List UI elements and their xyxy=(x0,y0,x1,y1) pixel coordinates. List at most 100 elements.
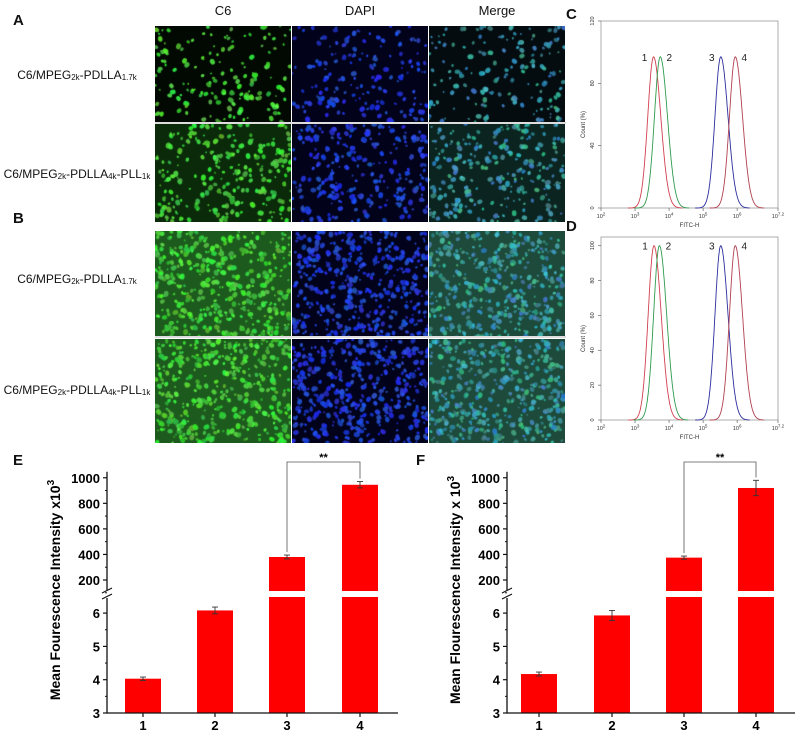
bar-3 xyxy=(666,557,702,713)
bar-4 xyxy=(342,484,378,713)
micrograph-dapi-row3 xyxy=(292,231,428,337)
x-tick-label: 3 xyxy=(283,718,290,733)
bar-4 xyxy=(738,487,774,713)
bar-1 xyxy=(521,674,557,713)
y-tick-label: 6 xyxy=(493,606,500,621)
y-tick-label: 100 xyxy=(590,241,596,250)
y-axis-label: Count (%) xyxy=(581,111,587,138)
bar-2 xyxy=(197,610,233,713)
y-tick-label: 5 xyxy=(493,639,500,654)
histogram-curve-3 xyxy=(695,245,750,421)
y-tick-label: 80 xyxy=(590,80,596,86)
error-bar-2 xyxy=(212,606,218,615)
plot-frame xyxy=(600,20,779,209)
x-tick-label: 103 xyxy=(631,212,640,221)
significance-label: ** xyxy=(319,452,328,464)
y-tick-label: 0 xyxy=(590,418,596,421)
error-bar-1 xyxy=(536,671,542,677)
x-tick-label: 102 xyxy=(597,424,606,433)
histogram-C: 102 103 104 105 106 107.2 0 40 80 120 FITC-H Count … xyxy=(581,16,785,229)
bar-chart-F: 1 2 3 4 3 4 5 6 200 400 600 800 1000 Mean Flourescenc… xyxy=(446,452,796,733)
bar-chart-E: 1 2 3 4 3 4 5 6 200 400 600 800 1000 Mean Fourescence… xyxy=(46,452,399,733)
y-tick-label: 400 xyxy=(478,547,500,562)
y-axis-label: Mean Flourescence Intensity x 103 xyxy=(446,476,463,705)
x-tick-label: 106 xyxy=(733,424,742,433)
micrograph-merge-row2 xyxy=(429,124,565,222)
panel-letter-a: A xyxy=(13,12,24,29)
micrograph-merge-row3 xyxy=(429,231,565,337)
histogram-curve-4 xyxy=(709,245,765,421)
panel-letter-d: D xyxy=(566,218,577,235)
error-bar-3 xyxy=(681,555,687,560)
panel-letter-e: E xyxy=(13,452,24,469)
histogram-curve-1 xyxy=(628,245,683,421)
micrograph-merge-row4 xyxy=(429,339,565,443)
curve-label-3: 3 xyxy=(709,242,715,253)
y-tick-label: 800 xyxy=(78,496,100,511)
y-tick-label: 5 xyxy=(93,639,100,654)
significance-bracket xyxy=(683,461,757,554)
histogram-curve-2 xyxy=(634,56,690,209)
plot-frame xyxy=(600,236,779,421)
curve-label-2: 2 xyxy=(666,242,672,253)
y-tick-label: 0 xyxy=(590,206,596,209)
curve-label-1: 1 xyxy=(642,53,648,64)
curve-label-1: 1 xyxy=(642,242,648,253)
axis-break-gap xyxy=(508,591,796,597)
curve-label-2: 2 xyxy=(666,53,672,64)
micrograph-dapi-row4 xyxy=(292,339,428,443)
histogram-curve-2 xyxy=(633,245,689,421)
micrograph-c6-row4 xyxy=(155,339,291,443)
y-tick-label: 1000 xyxy=(71,471,100,486)
bar-3 xyxy=(269,556,305,713)
y-axis-label: Count (%) xyxy=(581,325,587,352)
panel-letter-f: F xyxy=(416,452,426,469)
y-tick-label: 4 xyxy=(93,673,101,688)
x-tick-label: 3 xyxy=(680,718,687,733)
panel-letter-b: B xyxy=(13,210,24,227)
micrograph-c6-row2 xyxy=(155,124,291,222)
micrograph-dapi-row2 xyxy=(292,124,428,222)
row-label-a1: C6/MPEG2k-PDLLA1.7k xyxy=(17,68,137,82)
significance-bracket xyxy=(286,461,361,553)
micrograph-dapi-row1 xyxy=(292,26,428,122)
bar-2 xyxy=(594,615,630,713)
x-tick-label: 104 xyxy=(665,212,674,221)
x-tick-label: 105 xyxy=(699,212,708,221)
x-axis-label: FITC-H xyxy=(680,223,700,229)
histogram-curve-1 xyxy=(628,56,683,209)
axis-break-mark xyxy=(101,587,113,600)
error-bar-2 xyxy=(609,609,615,621)
x-tick-label: 106 xyxy=(733,212,742,221)
x-tick-label: 105 xyxy=(699,424,708,433)
x-tick-label: 107.2 xyxy=(772,212,785,221)
error-bar-4 xyxy=(357,481,363,489)
y-tick-label: 40 xyxy=(590,143,596,149)
x-tick-label: 107.2 xyxy=(772,424,785,433)
x-axis-label: FITC-H xyxy=(680,435,700,441)
curve-label-4: 4 xyxy=(741,53,747,64)
y-tick-label: 60 xyxy=(590,312,596,318)
y-tick-label: 800 xyxy=(478,496,500,511)
y-tick-label: 3 xyxy=(493,706,500,721)
y-tick-label: 200 xyxy=(478,573,500,588)
micrograph-merge-row1 xyxy=(429,26,565,122)
x-tick-label: 2 xyxy=(211,718,218,733)
x-tick-label: 103 xyxy=(631,424,640,433)
bar-1 xyxy=(125,678,161,713)
row-label-b2: C6/MPEG2k-PDLLA4k-PLL1k xyxy=(3,383,151,397)
row-label-b1: C6/MPEG2k-PDLLA1.7k xyxy=(17,272,137,286)
significance-label: ** xyxy=(716,452,725,464)
x-tick-label: 1 xyxy=(139,718,146,733)
column-header-c6: C6 xyxy=(214,3,232,18)
x-tick-label: 2 xyxy=(608,718,615,733)
x-tick-label: 102 xyxy=(597,212,606,221)
y-tick-label: 200 xyxy=(78,573,100,588)
axis-break-gap xyxy=(108,591,399,597)
column-header-dapi: DAPI xyxy=(344,3,376,18)
y-tick-label: 600 xyxy=(78,522,100,537)
y-tick-label: 80 xyxy=(590,278,596,284)
y-tick-label: 120 xyxy=(590,16,596,25)
micrograph-c6-row3 xyxy=(155,231,291,337)
